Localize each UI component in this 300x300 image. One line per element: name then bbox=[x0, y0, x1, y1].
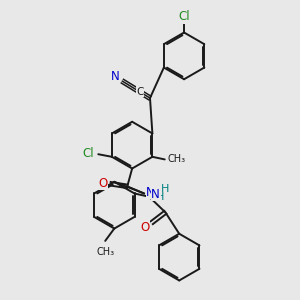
Text: CH₃: CH₃ bbox=[96, 248, 114, 257]
Text: N: N bbox=[111, 70, 120, 83]
Text: O: O bbox=[99, 177, 108, 190]
Text: H: H bbox=[156, 192, 165, 203]
Text: C: C bbox=[136, 87, 144, 97]
Text: CH₃: CH₃ bbox=[168, 154, 186, 164]
Text: O: O bbox=[141, 221, 150, 234]
Text: Cl: Cl bbox=[178, 11, 190, 23]
Text: N: N bbox=[146, 186, 155, 199]
Text: N: N bbox=[151, 188, 160, 201]
Text: H: H bbox=[161, 184, 170, 194]
Text: Cl: Cl bbox=[83, 147, 94, 160]
